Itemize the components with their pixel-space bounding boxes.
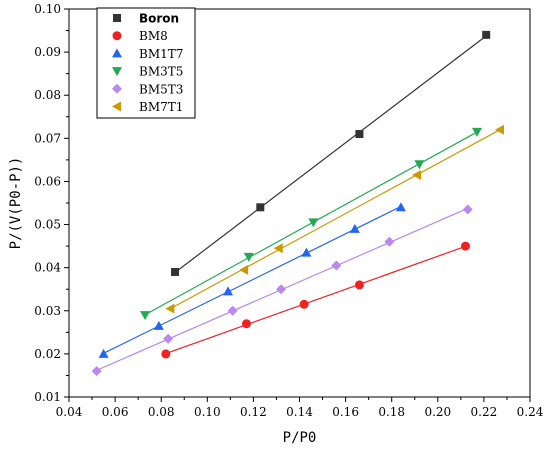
legend-label: BM1T7 — [139, 47, 183, 61]
y-tick-label: 0.10 — [34, 2, 61, 16]
data-point — [273, 243, 283, 254]
y-tick-label: 0.01 — [34, 390, 61, 404]
data-point — [308, 218, 319, 228]
y-tick-label: 0.08 — [34, 88, 61, 102]
series-boron — [171, 30, 491, 276]
data-point — [414, 160, 425, 170]
chart-marks — [91, 30, 505, 377]
data-point — [241, 319, 251, 329]
y-tick-label: 0.03 — [34, 304, 61, 318]
legend-marker — [113, 14, 121, 22]
data-point — [239, 264, 249, 275]
legend-marker — [112, 67, 122, 77]
legend-entry: BM1T7 — [112, 47, 183, 61]
x-tick-label: 0.14 — [286, 405, 313, 419]
x-tick-label: 0.24 — [517, 405, 544, 419]
data-point — [301, 247, 312, 257]
legend-label: BM8 — [139, 29, 168, 43]
data-point — [349, 223, 360, 233]
series-bm3t5 — [140, 127, 482, 321]
y-tick-label: 0.06 — [34, 174, 61, 188]
x-tick-label: 0.06 — [102, 405, 129, 419]
legend-label: BM5T3 — [139, 82, 183, 96]
fit-line — [170, 129, 501, 310]
x-tick-label: 0.18 — [378, 405, 405, 419]
data-point — [243, 252, 254, 262]
data-point — [256, 203, 265, 212]
x-tick-label: 0.20 — [424, 405, 451, 419]
data-point — [163, 333, 174, 344]
legend-box — [96, 7, 196, 119]
fit-line — [144, 131, 478, 316]
data-point — [384, 236, 395, 247]
x-tick-label: 0.08 — [148, 405, 175, 419]
data-point — [471, 127, 482, 137]
x-tick-label: 0.22 — [471, 405, 498, 419]
fit-line — [174, 35, 487, 273]
legend-marker — [112, 101, 121, 112]
legend-label: BM7T1 — [139, 100, 183, 114]
legend-entry: BM7T1 — [112, 100, 183, 114]
data-point — [171, 267, 180, 276]
x-tick-label: 0.10 — [194, 405, 221, 419]
data-point — [165, 303, 175, 314]
data-point — [355, 130, 364, 139]
x-tick-label: 0.04 — [56, 405, 83, 419]
series-bm8 — [161, 241, 470, 359]
data-point — [299, 299, 309, 309]
series-bm5t3 — [91, 204, 473, 377]
y-tick-label: 0.02 — [34, 347, 61, 361]
legend-marker — [112, 31, 122, 41]
legend-entry: BM5T3 — [112, 82, 183, 96]
x-tick-label: 0.12 — [240, 405, 267, 419]
data-point — [462, 204, 473, 215]
fit-line — [165, 245, 466, 355]
data-point — [223, 286, 234, 296]
y-tick-label: 0.05 — [34, 218, 61, 232]
y-tick-label: 0.09 — [34, 45, 61, 59]
data-point — [395, 202, 406, 212]
y-tick-label: 0.04 — [34, 261, 61, 275]
axes: 0.04 0.06 0.08 0.10 0.12 0.14 0.16 0.18 0.20 0.22… — [34, 2, 543, 419]
legend-marker — [112, 48, 122, 58]
legend-entry: Boron — [113, 12, 179, 26]
data-point — [495, 124, 505, 135]
y-tick-label: 0.07 — [34, 131, 61, 145]
legend-label: BM3T5 — [139, 65, 183, 79]
data-point — [331, 260, 342, 271]
series-bm7t1 — [165, 124, 505, 314]
legend-entry: BM3T5 — [112, 65, 183, 79]
data-point — [460, 241, 470, 251]
y-axis-title: P/(V(P0-P)) — [8, 157, 24, 250]
legend-label: Boron — [139, 12, 179, 26]
data-point — [140, 311, 151, 321]
x-axis-title: P/P0 — [283, 430, 317, 446]
data-point — [91, 366, 102, 377]
x-tick-label: 0.16 — [332, 405, 359, 419]
series-bm1t7 — [98, 202, 406, 358]
legend: Boron BM8 BM1T7 BM3T5 BM5T3 BM7T1 — [96, 7, 196, 119]
data-point — [161, 349, 171, 359]
data-point — [276, 284, 287, 295]
legend-marker — [112, 83, 122, 94]
data-point — [482, 30, 491, 39]
data-point — [412, 169, 422, 180]
legend-entry: BM8 — [112, 29, 168, 43]
data-point — [354, 280, 364, 290]
data-point — [153, 320, 164, 330]
data-point — [227, 305, 238, 316]
data-point — [98, 348, 109, 358]
